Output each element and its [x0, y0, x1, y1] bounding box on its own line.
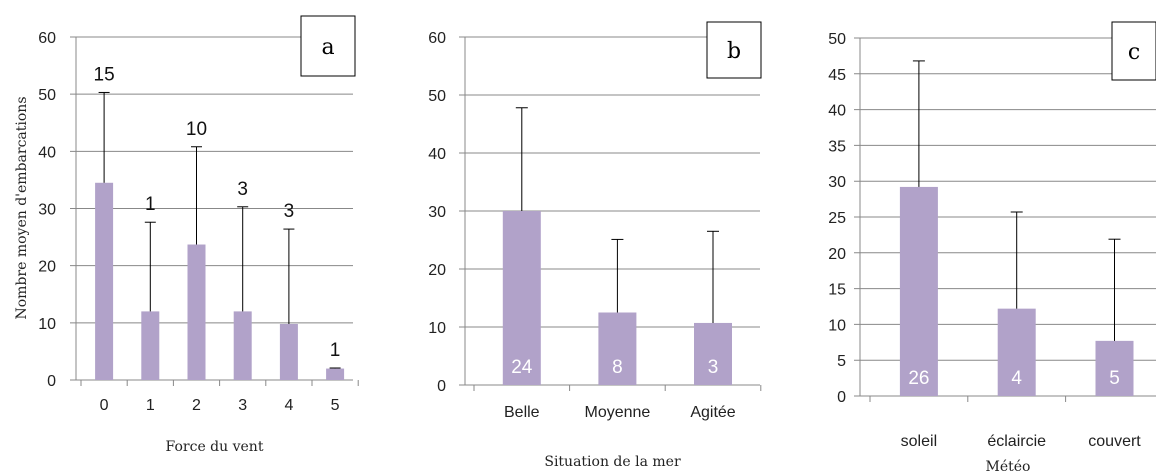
bar-a-0 — [95, 182, 114, 380]
count-label: 10 — [186, 119, 207, 140]
y-tick-label: 0 — [47, 373, 56, 390]
bar-a-1 — [141, 311, 160, 380]
y-tick-label: 5 — [837, 353, 846, 370]
x-tick-label: Agitée — [690, 404, 735, 421]
x-axis-title: Situation de la mer — [544, 454, 681, 470]
y-tick-label: 0 — [437, 378, 446, 395]
x-tick-label: soleil — [901, 433, 937, 450]
x-tick-label: 3 — [238, 397, 247, 414]
y-tick-label: 10 — [428, 320, 446, 337]
x-tick-label: 4 — [284, 397, 293, 414]
y-tick-label: 25 — [828, 210, 846, 227]
x-tick-label: 2 — [192, 397, 201, 414]
count-label: 1 — [145, 194, 156, 215]
y-tick-label: 10 — [38, 316, 56, 333]
count-label: 1 — [330, 340, 341, 361]
panel-label-box — [300, 15, 356, 77]
y-tick-label: 60 — [38, 30, 56, 47]
count-label: 3 — [237, 179, 248, 200]
bar-c-1 — [997, 308, 1036, 396]
count-label: 4 — [1011, 368, 1022, 389]
x-tick-label: Belle — [504, 404, 540, 421]
bar-a-2 — [187, 244, 206, 380]
y-tick-label: 20 — [428, 262, 446, 279]
panel-label-box — [706, 21, 762, 79]
y-tick-label: 60 — [428, 30, 446, 47]
count-label: 24 — [511, 357, 533, 378]
y-tick-label: 35 — [828, 138, 846, 155]
y-tick-label: 40 — [828, 103, 846, 120]
panel-label-box — [1111, 21, 1156, 81]
panel-label: b — [727, 39, 741, 64]
x-axis-title: Météo — [986, 459, 1031, 473]
y-tick-label: 40 — [38, 144, 56, 161]
x-tick-label: 5 — [331, 397, 340, 414]
x-tick-label: 1 — [146, 397, 155, 414]
x-axis-title: Force du vent — [166, 439, 264, 455]
bar-a-4 — [279, 323, 298, 380]
count-label: 26 — [908, 368, 929, 389]
bar-c-2 — [1095, 340, 1134, 396]
bar-b-1 — [598, 312, 637, 385]
y-tick-label: 30 — [428, 204, 446, 221]
y-tick-label: 30 — [828, 174, 846, 191]
y-tick-label: 0 — [837, 389, 846, 406]
count-label: 8 — [612, 357, 623, 378]
y-tick-label: 15 — [828, 282, 846, 299]
chart-panel-c: 0 5 10 15 20 25 30 35 40 45 50 26 soleil 4 éclaircie 5 c… — [828, 21, 1156, 473]
bar-b-2 — [694, 322, 732, 385]
count-label: 3 — [708, 357, 719, 378]
y-tick-label: 10 — [828, 317, 846, 334]
y-tick-label: 20 — [38, 259, 56, 276]
y-tick-label: 50 — [428, 88, 446, 105]
y-tick-label: 45 — [828, 67, 846, 84]
bar-a-3 — [233, 311, 252, 380]
count-label: 15 — [94, 64, 115, 85]
bar-a-5 — [326, 368, 345, 380]
y-tick-label: 20 — [828, 246, 846, 263]
panel-label: a — [321, 35, 334, 60]
y-tick-label: 30 — [38, 202, 56, 219]
x-tick-label: éclaircie — [987, 433, 1046, 450]
x-tick-label: 0 — [100, 397, 109, 414]
x-tick-label: Moyenne — [584, 404, 650, 421]
chart-panel-b: 0 10 20 30 40 50 60 24 Belle 8 Moyenne 3 Agitée Situa… — [428, 21, 762, 470]
count-label: 5 — [1109, 368, 1120, 389]
x-tick-label: couvert — [1088, 433, 1141, 450]
y-tick-label: 50 — [828, 31, 846, 48]
y-tick-label: 50 — [38, 87, 56, 104]
bar-c-0 — [899, 186, 938, 396]
y-axis-title: Nombre moyen d'embarcations — [14, 96, 30, 319]
y-tick-label: 40 — [428, 146, 446, 163]
panel-label: c — [1128, 40, 1140, 65]
bar-b-0 — [502, 211, 541, 385]
count-label: 3 — [284, 201, 295, 222]
